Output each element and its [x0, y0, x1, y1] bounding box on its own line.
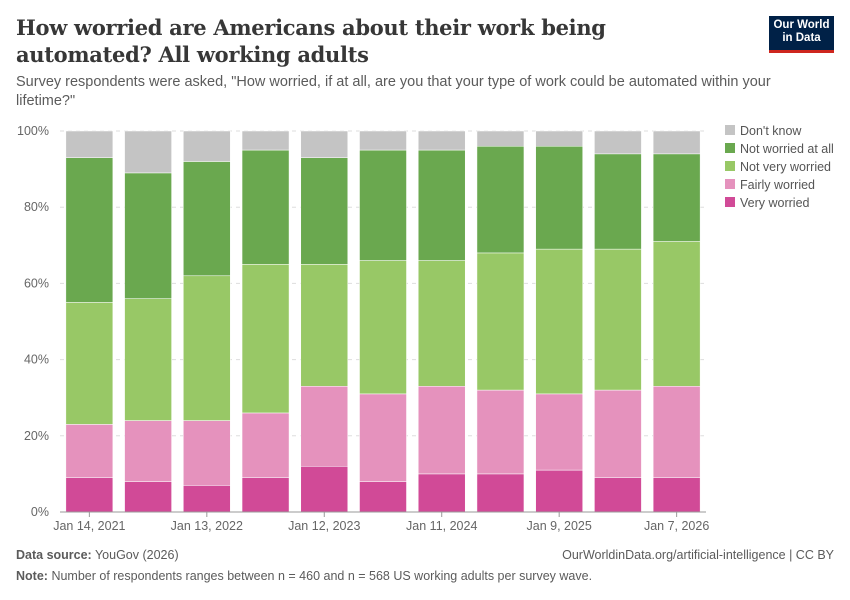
bar-segment-not-worried-at-all[interactable]: [124, 172, 172, 299]
legend-swatch: [725, 143, 735, 153]
bar-segment-fairly-worried[interactable]: [241, 412, 290, 478]
bar-segment-very-worried[interactable]: [241, 477, 290, 513]
bar-segment-don-t-know[interactable]: [124, 130, 172, 174]
bar-segment-not-worried-at-all[interactable]: [417, 149, 466, 261]
legend-label: Don't know: [740, 124, 802, 138]
bar-segment-not-very-worried[interactable]: [359, 260, 407, 395]
y-tick-label: 100%: [17, 124, 49, 138]
legend-label: Not worried at all: [740, 142, 834, 156]
source-link[interactable]: YouGov (2026): [94, 548, 179, 562]
chart-title: How worried are Americans about their wo…: [16, 15, 606, 67]
bar-segment-not-worried-at-all[interactable]: [183, 161, 231, 277]
y-tick-label: 20%: [24, 429, 49, 443]
bar-segment-don-t-know[interactable]: [535, 130, 583, 147]
bar-segment-fairly-worried[interactable]: [359, 393, 407, 482]
note-text: Number of respondents ranges between n =…: [51, 569, 593, 583]
x-tick-label: Jan 13, 2022: [171, 519, 243, 533]
legend-swatch: [725, 161, 735, 171]
y-tick-label: 0%: [31, 505, 49, 519]
legend-item[interactable]: Not worried at all: [725, 142, 834, 156]
legend-label: Not very worried: [740, 160, 831, 174]
bar-segment-not-very-worried[interactable]: [183, 275, 231, 421]
owid-logo[interactable]: Our World in Data: [769, 16, 834, 53]
note: Note: Number of respondents ranges betwe…: [16, 569, 592, 583]
bar-segment-not-worried-at-all[interactable]: [241, 149, 290, 265]
bar-segment-not-worried-at-all[interactable]: [359, 149, 407, 261]
legend-item[interactable]: Very worried: [725, 196, 810, 210]
bar-segment-don-t-know[interactable]: [652, 130, 701, 155]
bar-segment-not-worried-at-all[interactable]: [594, 153, 642, 250]
bar-segment-don-t-know[interactable]: [241, 130, 290, 151]
y-tick-label: 60%: [24, 276, 49, 290]
legend-label: Very worried: [740, 196, 810, 210]
chart-subtitle: Survey respondents were asked, "How worr…: [16, 74, 771, 109]
bar-segment-very-worried[interactable]: [183, 485, 231, 513]
bar-segment-fairly-worried[interactable]: [417, 386, 466, 475]
bar-segment-very-worried[interactable]: [65, 477, 114, 513]
bar-segment-not-very-worried[interactable]: [65, 302, 114, 425]
x-tick-label: Jan 11, 2024: [406, 519, 477, 533]
bar-segment-don-t-know[interactable]: [300, 130, 349, 158]
bar-segment-don-t-know[interactable]: [417, 130, 466, 151]
bar-segment-very-worried[interactable]: [124, 481, 172, 513]
note-label: Note:: [16, 569, 48, 583]
bar-segment-don-t-know[interactable]: [65, 130, 114, 158]
bar-segment-fairly-worried[interactable]: [124, 420, 172, 482]
bar-segment-very-worried[interactable]: [652, 477, 701, 513]
source-label: Data source:: [16, 548, 92, 562]
y-tick-label: 40%: [24, 353, 49, 367]
bar-segment-not-worried-at-all[interactable]: [535, 145, 583, 250]
bar-segment-not-very-worried[interactable]: [535, 248, 583, 395]
bar-segment-fairly-worried[interactable]: [652, 386, 701, 478]
legend-item[interactable]: Don't know: [725, 124, 802, 138]
x-tick-label: Jan 7, 2026: [644, 519, 709, 533]
bar-segment-very-worried[interactable]: [594, 477, 642, 513]
legend-label: Fairly worried: [740, 178, 815, 192]
x-tick-label: Jan 12, 2023: [288, 519, 360, 533]
bar-segment-not-worried-at-all[interactable]: [652, 153, 701, 242]
bar-segment-not-worried-at-all[interactable]: [476, 145, 525, 254]
data-source: Data source: YouGov (2026): [16, 548, 179, 562]
y-tick-label: 80%: [24, 200, 49, 214]
bar-segment-fairly-worried[interactable]: [535, 393, 583, 471]
legend-swatch: [725, 125, 735, 135]
bar-segment-very-worried[interactable]: [417, 473, 466, 513]
bar-segment-very-worried[interactable]: [300, 466, 349, 513]
legend-swatch: [725, 197, 735, 207]
legend-item[interactable]: Fairly worried: [725, 178, 815, 192]
bar-segment-not-very-worried[interactable]: [417, 260, 466, 387]
bar-segment-very-worried[interactable]: [535, 469, 583, 513]
bar-segment-don-t-know[interactable]: [594, 130, 642, 155]
legend-item[interactable]: Not very worried: [725, 160, 831, 174]
bar-segment-fairly-worried[interactable]: [65, 424, 114, 478]
bar-segment-very-worried[interactable]: [359, 481, 407, 513]
bar-segment-not-very-worried[interactable]: [124, 298, 172, 421]
bar-segment-very-worried[interactable]: [476, 473, 525, 513]
bar-segment-fairly-worried[interactable]: [300, 386, 349, 467]
bar-segment-fairly-worried[interactable]: [183, 420, 231, 486]
bar-segment-not-very-worried[interactable]: [241, 264, 290, 414]
legend-swatch: [725, 179, 735, 189]
x-tick-label: Jan 9, 2025: [527, 519, 592, 533]
bar-segment-not-worried-at-all[interactable]: [65, 157, 114, 303]
bar-segment-not-very-worried[interactable]: [300, 264, 349, 387]
stacked-bar-chart: 0% 20% 40% 60% 80% 100% Jan 14, 2021 Jan 13, 20…: [17, 124, 834, 533]
bar-segment-fairly-worried[interactable]: [594, 389, 642, 478]
bar-segment-not-very-worried[interactable]: [652, 241, 701, 387]
bar-segment-not-worried-at-all[interactable]: [300, 157, 349, 265]
bar-segment-don-t-know[interactable]: [476, 130, 525, 147]
bar-segment-don-t-know[interactable]: [183, 130, 231, 162]
bar-segment-not-very-worried[interactable]: [594, 248, 642, 391]
x-tick-label: Jan 14, 2021: [53, 519, 125, 533]
license-link[interactable]: OurWorldinData.org/artificial-intelligen…: [562, 548, 834, 562]
bar-segment-don-t-know[interactable]: [359, 130, 407, 151]
bar-segment-fairly-worried[interactable]: [476, 389, 525, 475]
bar-segment-not-very-worried[interactable]: [476, 252, 525, 391]
